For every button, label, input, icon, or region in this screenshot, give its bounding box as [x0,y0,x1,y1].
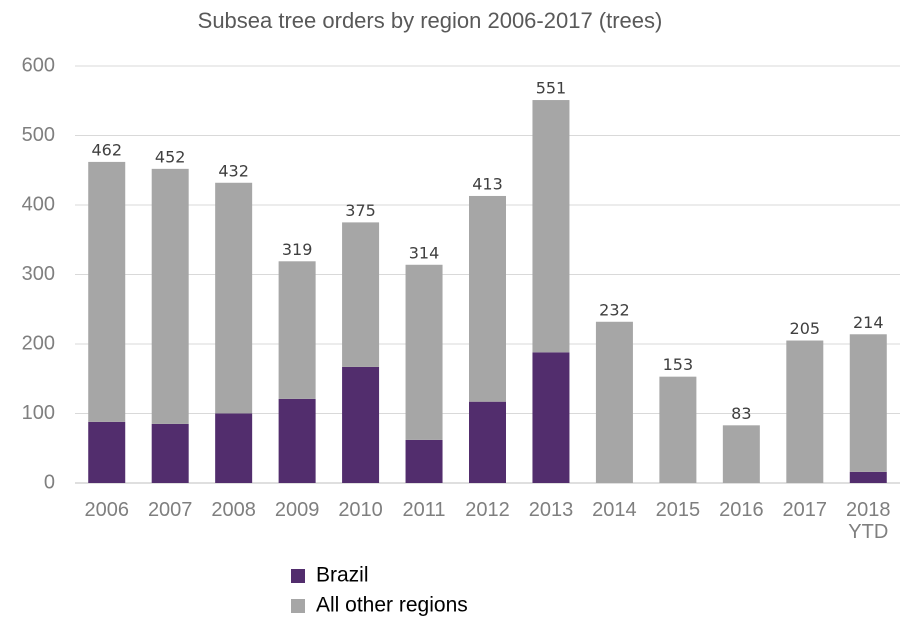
legend-label: Brazil [316,564,369,587]
bar-segment [595,321,633,483]
total-label: 413 [472,174,503,193]
total-label: 319 [282,240,313,259]
y-tick-label: 300 [22,263,55,285]
total-label: 432 [218,161,249,180]
x-tick-label: 2011 [402,499,446,521]
bar-segment [786,340,824,483]
x-tick-label: 2012 [465,499,510,521]
bar-segment [405,264,443,440]
x-tick-label: 2017 [782,499,828,521]
x-tick-label: 2013 [528,499,574,521]
bar-segment [469,195,506,402]
total-label: 452 [155,147,186,166]
total-label: 153 [663,355,694,374]
legend-swatch [291,599,305,613]
total-label: 375 [345,201,376,220]
total-label: 314 [409,243,440,262]
y-tick-label: 400 [22,193,55,215]
bar-segment [278,261,316,399]
x-tick-label: 2008 [211,499,256,521]
bar-segment [659,376,697,483]
bar-segment [532,100,570,353]
y-tick-label: 600 [22,54,55,76]
x-tick-label: 2006 [84,499,129,521]
total-label: 232 [599,300,630,319]
x-tick-label: 2010 [338,499,383,521]
bar-segment [88,421,126,483]
total-label: 205 [790,319,821,338]
x-tick-label: 2007 [147,499,193,521]
y-tick-label: 100 [22,402,55,424]
y-tick-label: 200 [22,332,55,354]
bar-segment [215,182,253,414]
bar-segment [849,334,887,472]
legend-label: All other regions [316,594,468,617]
bar-segment [532,352,570,483]
chart-title: Subsea tree orders by region 2006-2017 (… [198,8,663,33]
bar-segment [151,423,189,483]
legend-swatch [291,569,305,583]
bar-segment [342,222,380,367]
x-tick-label: 2009 [274,499,320,521]
bar-segment [88,161,126,422]
total-label: 214 [853,313,884,332]
bar-segment [469,401,506,483]
total-label: 462 [91,140,122,159]
x-tick-label: 2014 [592,499,637,521]
y-tick-label: 500 [22,124,55,146]
bar-segment [151,168,189,424]
x-tick-label: 2018 YTD [846,499,891,543]
x-tick-label: 2016 [719,499,764,521]
x-tick-label: 2015 [655,499,701,521]
bar-segment [342,366,380,483]
bar-segment [215,413,253,483]
total-label: 551 [536,79,567,98]
bar-segment [849,471,887,483]
bar-segment [278,398,316,483]
bar-segment [722,425,760,483]
total-label: 83 [731,404,751,423]
y-tick-label: 0 [44,471,55,493]
bar-segment [405,439,443,483]
